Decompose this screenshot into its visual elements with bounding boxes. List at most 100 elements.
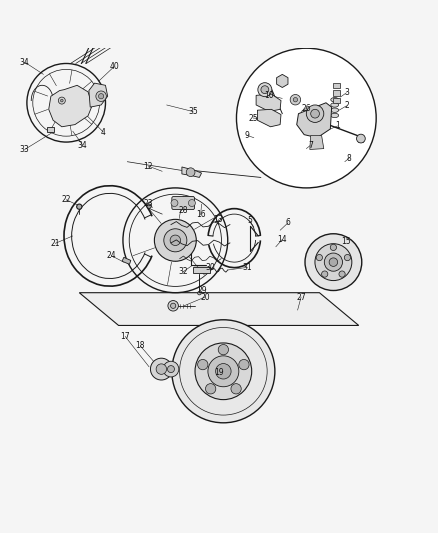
- Circle shape: [156, 364, 166, 374]
- Circle shape: [163, 361, 179, 377]
- Circle shape: [168, 301, 178, 311]
- Circle shape: [321, 271, 328, 277]
- Text: 33: 33: [20, 145, 30, 154]
- Circle shape: [218, 344, 229, 355]
- Circle shape: [170, 235, 180, 246]
- Polygon shape: [297, 103, 332, 138]
- Text: 1: 1: [336, 122, 340, 131]
- Circle shape: [315, 244, 352, 280]
- Text: 35: 35: [188, 107, 198, 116]
- Text: 24: 24: [106, 251, 116, 260]
- Ellipse shape: [331, 113, 339, 118]
- Circle shape: [186, 168, 195, 176]
- Circle shape: [205, 384, 216, 394]
- Circle shape: [147, 204, 151, 208]
- FancyBboxPatch shape: [332, 83, 340, 88]
- Polygon shape: [256, 94, 281, 111]
- Ellipse shape: [331, 108, 339, 112]
- Ellipse shape: [331, 98, 339, 102]
- Text: 34: 34: [78, 141, 88, 150]
- Text: 12: 12: [144, 161, 153, 171]
- Text: 25: 25: [248, 114, 258, 123]
- Circle shape: [150, 358, 172, 380]
- Text: 16: 16: [196, 211, 205, 220]
- Polygon shape: [193, 266, 210, 273]
- Text: 2: 2: [344, 101, 349, 110]
- Text: 14: 14: [278, 235, 287, 244]
- Text: 23: 23: [144, 199, 153, 208]
- Polygon shape: [49, 85, 92, 127]
- Circle shape: [316, 254, 322, 261]
- Text: 10: 10: [265, 91, 274, 100]
- Circle shape: [339, 271, 345, 277]
- Circle shape: [261, 86, 269, 94]
- Polygon shape: [79, 293, 359, 326]
- FancyBboxPatch shape: [46, 127, 54, 133]
- Circle shape: [60, 99, 63, 102]
- Text: 18: 18: [136, 342, 145, 351]
- Circle shape: [311, 109, 319, 118]
- Circle shape: [77, 204, 82, 209]
- Circle shape: [239, 359, 249, 370]
- Circle shape: [99, 94, 104, 99]
- Circle shape: [344, 254, 350, 261]
- Text: 5: 5: [247, 216, 252, 225]
- Text: 22: 22: [61, 195, 71, 204]
- Text: 19: 19: [214, 368, 224, 377]
- FancyBboxPatch shape: [172, 197, 194, 209]
- Circle shape: [306, 105, 324, 123]
- Text: 28: 28: [178, 206, 188, 215]
- Text: 31: 31: [243, 263, 252, 272]
- Text: 13: 13: [213, 215, 223, 224]
- Text: 34: 34: [20, 58, 30, 67]
- Text: 32: 32: [178, 267, 188, 276]
- Circle shape: [290, 94, 300, 105]
- Polygon shape: [89, 83, 108, 107]
- Circle shape: [329, 258, 338, 266]
- Text: 8: 8: [347, 154, 351, 163]
- Text: 7: 7: [308, 141, 313, 150]
- Text: 4: 4: [101, 127, 106, 136]
- Circle shape: [215, 364, 231, 379]
- Circle shape: [96, 91, 106, 101]
- Circle shape: [188, 199, 195, 206]
- Circle shape: [330, 244, 336, 251]
- Circle shape: [171, 199, 178, 206]
- Text: 17: 17: [120, 332, 130, 341]
- Circle shape: [198, 292, 201, 295]
- Text: 21: 21: [50, 239, 60, 248]
- Circle shape: [195, 343, 252, 400]
- Text: 40: 40: [110, 62, 119, 71]
- Circle shape: [357, 134, 365, 143]
- Circle shape: [170, 303, 176, 309]
- Circle shape: [164, 229, 187, 252]
- Text: 9: 9: [245, 131, 250, 140]
- FancyBboxPatch shape: [332, 90, 340, 96]
- Circle shape: [198, 359, 208, 370]
- Polygon shape: [258, 109, 281, 127]
- Polygon shape: [182, 167, 201, 177]
- Circle shape: [258, 83, 272, 96]
- Ellipse shape: [331, 103, 339, 107]
- FancyBboxPatch shape: [332, 98, 340, 103]
- Circle shape: [305, 234, 362, 290]
- Text: 3: 3: [344, 88, 349, 97]
- Circle shape: [293, 98, 297, 102]
- Text: 15: 15: [341, 237, 350, 246]
- Text: 20: 20: [200, 293, 210, 302]
- Circle shape: [208, 356, 239, 387]
- Text: 26: 26: [301, 104, 311, 113]
- Circle shape: [324, 253, 343, 271]
- Polygon shape: [122, 257, 131, 264]
- Text: 6: 6: [286, 219, 290, 228]
- Circle shape: [231, 384, 241, 394]
- Polygon shape: [277, 75, 288, 87]
- Text: 27: 27: [296, 293, 306, 302]
- Circle shape: [172, 320, 275, 423]
- Circle shape: [237, 48, 376, 188]
- Polygon shape: [310, 135, 324, 149]
- Circle shape: [167, 366, 174, 373]
- Text: 30: 30: [205, 263, 215, 272]
- Circle shape: [154, 220, 196, 261]
- Text: 29: 29: [198, 286, 207, 295]
